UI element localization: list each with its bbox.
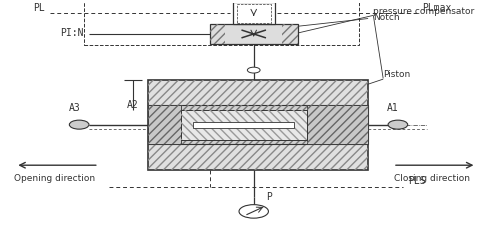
Bar <box>282 25 298 44</box>
Bar <box>306 105 368 145</box>
Bar <box>148 105 368 145</box>
Text: PI:N: PI:N <box>60 28 84 38</box>
Text: PLmax: PLmax <box>422 3 452 12</box>
Text: A1: A1 <box>387 103 399 113</box>
Text: A3: A3 <box>68 103 80 113</box>
Text: Opening direction: Opening direction <box>14 173 95 182</box>
Bar <box>233 3 274 25</box>
Bar <box>148 80 368 170</box>
Text: PL: PL <box>33 3 45 12</box>
Circle shape <box>239 205 268 218</box>
Bar <box>237 5 270 23</box>
Bar <box>181 110 306 140</box>
Text: Piston: Piston <box>383 70 410 79</box>
Text: pressure compensator: pressure compensator <box>374 7 474 16</box>
Text: Notch: Notch <box>274 13 400 30</box>
Bar <box>148 105 368 145</box>
Circle shape <box>70 121 89 130</box>
Bar <box>84 1 358 46</box>
Text: P: P <box>266 191 272 201</box>
Text: Closing direction: Closing direction <box>394 173 470 182</box>
Bar <box>306 105 368 145</box>
Text: A2: A2 <box>127 99 139 109</box>
Bar <box>148 80 368 170</box>
Bar <box>210 25 226 44</box>
Bar <box>194 122 294 128</box>
Text: PLS: PLS <box>408 176 426 186</box>
Bar <box>181 110 306 140</box>
Circle shape <box>248 68 260 74</box>
Bar <box>148 105 181 145</box>
Bar <box>210 25 298 44</box>
Bar <box>148 105 181 145</box>
Circle shape <box>388 121 407 130</box>
